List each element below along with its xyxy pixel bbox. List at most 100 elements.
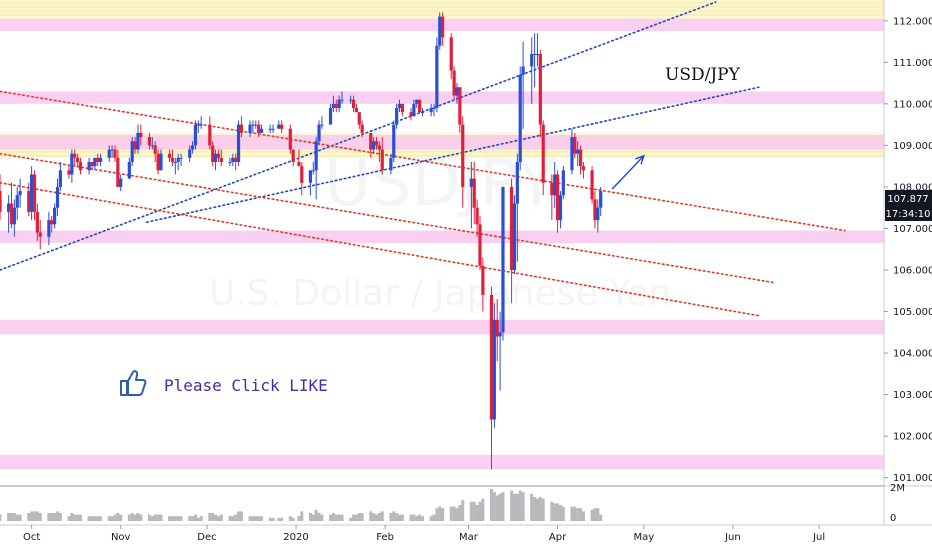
time-tick-label: 2020 — [283, 532, 308, 543]
volume-bar — [76, 514, 80, 521]
candle-body — [78, 162, 83, 171]
volume-bar — [257, 516, 261, 521]
candle-body — [93, 157, 97, 167]
candle-body — [538, 54, 542, 125]
candle-body — [280, 124, 284, 129]
volume-bar — [593, 508, 597, 521]
volume-bar — [452, 506, 456, 521]
volume-bar — [55, 511, 59, 521]
candle-body — [535, 54, 540, 55]
volume-bar — [550, 501, 554, 521]
volume-bar — [179, 516, 183, 521]
watermark: USDJPY U.S. Dollar / Japanese Yen — [209, 147, 671, 314]
volume-bar — [32, 511, 36, 521]
time-axis[interactable]: Oct Nov Dec 2020 Feb Mar Apr May Jun Jul — [23, 525, 825, 543]
volume-bar — [90, 516, 94, 521]
time-tick-label: Oct — [23, 532, 40, 543]
candle-body — [492, 319, 496, 420]
volume-bar — [337, 514, 341, 521]
candle-body — [377, 145, 381, 150]
candle-body — [167, 153, 172, 158]
volume-bar — [107, 516, 111, 521]
volume-bar — [191, 516, 195, 521]
volume-bar — [136, 513, 140, 521]
volume-bar — [0, 514, 2, 521]
candle-body — [576, 149, 580, 154]
candle-body — [213, 153, 218, 162]
volume-bar — [173, 516, 177, 521]
candle-body — [119, 178, 123, 187]
volume-bar — [73, 514, 77, 521]
time-tick-label: Dec — [197, 532, 216, 543]
candle-body — [7, 203, 11, 212]
candle-body — [558, 195, 563, 221]
candle-body — [176, 157, 180, 162]
candle-body — [337, 99, 341, 108]
candle-body — [18, 191, 22, 196]
candle-body — [159, 153, 163, 171]
volume-bar — [9, 513, 13, 521]
candle-body — [418, 99, 422, 113]
candle-body — [380, 149, 384, 171]
zone-pink-4 — [0, 135, 884, 150]
volume-bar — [297, 516, 301, 521]
candle-body — [570, 137, 574, 171]
volume-bar — [570, 506, 574, 521]
candle-body — [53, 207, 57, 225]
volume-bar — [599, 514, 603, 521]
price-axis[interactable]: 112.000 111.000 110.000 109.000 108.000 107.0… — [884, 16, 932, 484]
volume-bar — [438, 506, 442, 521]
candle-body — [133, 141, 137, 150]
volume-bar — [349, 517, 353, 521]
candle-body — [395, 108, 399, 125]
candle-body — [170, 157, 175, 162]
volume-bar — [481, 498, 485, 521]
volume-bar — [530, 493, 534, 521]
candle-body — [596, 207, 600, 221]
volume-bar — [510, 490, 514, 521]
thumbs-up-icon — [120, 370, 147, 396]
candle-body — [236, 124, 241, 162]
candle-body — [147, 137, 152, 146]
volume-bar — [237, 511, 241, 521]
last-price-text: 107.877 — [887, 194, 928, 205]
volume-bar — [280, 517, 284, 521]
candle-body — [317, 124, 321, 142]
candle-body — [553, 174, 557, 196]
price-tick-label: 112.000 — [893, 16, 932, 27]
volume-bar — [461, 500, 465, 521]
candle-body — [320, 124, 324, 126]
volume-bar — [432, 514, 436, 521]
volume-bar — [133, 514, 137, 521]
volume-bar — [153, 514, 157, 521]
volume-bar — [392, 511, 396, 521]
candle-body — [113, 149, 117, 158]
volume-bar — [67, 516, 71, 521]
candle-body — [297, 162, 301, 167]
candle-body — [521, 66, 525, 75]
volume-bar — [533, 497, 537, 521]
volume-bar — [288, 516, 292, 521]
candle-body — [357, 112, 361, 125]
candle-body — [469, 178, 473, 187]
price-tick-label: 107.000 — [893, 224, 932, 235]
candle-body — [472, 178, 476, 208]
volume-bar — [518, 490, 522, 521]
volume-bar — [150, 516, 154, 521]
candle-body — [15, 195, 19, 208]
volume-bar — [541, 498, 545, 521]
trendline-blue-1 — [145, 86, 760, 224]
volume-bar — [352, 514, 356, 521]
volume-bar — [291, 517, 295, 521]
candle-body — [27, 191, 31, 212]
candle-body — [32, 174, 37, 212]
price-tick-label: 105.000 — [893, 307, 932, 318]
volume-bar — [251, 516, 255, 521]
volume-bar — [38, 513, 42, 521]
candle-body — [199, 124, 203, 126]
candle-body — [153, 145, 157, 154]
candle-body — [96, 157, 100, 162]
volume-bar — [271, 517, 275, 521]
candlesticks — [0, 12, 603, 470]
